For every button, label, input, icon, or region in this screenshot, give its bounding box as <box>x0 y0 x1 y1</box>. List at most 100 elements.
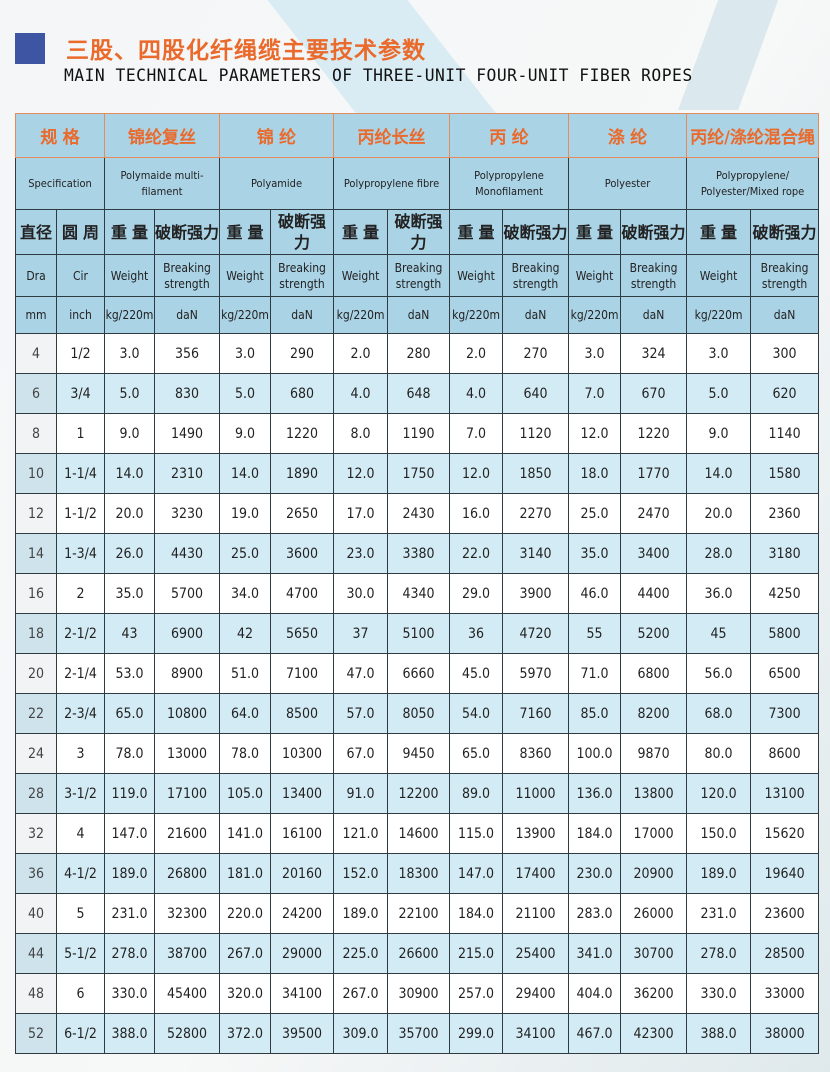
spec-header-cn: 规 格 <box>14 113 106 158</box>
breaking-strength-cell: 6800 <box>620 653 688 694</box>
breaking-strength-cell: 42300 <box>620 1013 688 1054</box>
weight-cell: 65.0 <box>449 733 504 774</box>
weight-cell: 120.0 <box>686 773 752 814</box>
weight-cell: 230.0 <box>568 853 622 894</box>
diameter-cell: 32 <box>15 813 57 854</box>
breaking-strength-cell: 21600 <box>154 813 221 854</box>
breaking-strength-cell: 17000 <box>620 813 688 854</box>
diameter-cell: 48 <box>15 973 57 1014</box>
material-header-en: Polypropylene fibre <box>333 157 451 210</box>
breaking-strength-cell: 2270 <box>502 493 570 534</box>
breaking-strength-cell: 9450 <box>387 733 451 774</box>
weight-cell: 29.0 <box>449 573 504 614</box>
weight-cell: 54.0 <box>449 693 504 734</box>
header-row: mm inch kg/220m daN kg/220m daN kg/220m daN kg/2… <box>15 296 820 334</box>
weight-cell: 65.0 <box>104 693 156 734</box>
breaking-strength-cell: 4430 <box>154 533 221 574</box>
circumference-cell: 2-1/2 <box>55 613 106 654</box>
breaking-strength-cell: 670 <box>620 373 688 414</box>
breaking-strength-cell: 29400 <box>502 973 570 1014</box>
weight-cell: 467.0 <box>568 1013 622 1054</box>
circumference-cell: 1/2 <box>55 333 106 374</box>
weight-cell: 30.0 <box>333 573 389 614</box>
weight-cell: 36 <box>449 613 504 654</box>
material-header-en: Polypropylene Monofilament <box>449 157 570 210</box>
circumference-cell: 1-3/4 <box>55 533 106 574</box>
breaking-strength-cell: 1120 <box>502 413 570 454</box>
breaking-strength-header-cn: 破断强力 <box>154 209 221 255</box>
circumference-cell: 3/4 <box>55 373 106 414</box>
table-row: 52 6-1/2 388.0 52800 372.0 39500 309.0 35700 299… <box>15 1013 820 1054</box>
weight-cell: 68.0 <box>686 693 752 734</box>
breaking-strength-header-en: Breaking strength <box>502 254 570 297</box>
weight-cell: 22.0 <box>449 533 504 574</box>
weight-cell: 45 <box>686 613 752 654</box>
weight-cell: 2.0 <box>333 333 389 374</box>
weight-cell: 78.0 <box>104 733 156 774</box>
weight-cell: 25.0 <box>219 533 272 574</box>
weight-cell: 67.0 <box>333 733 389 774</box>
weight-cell: 184.0 <box>449 893 504 934</box>
title-marker-square <box>15 33 45 64</box>
table-row: 22 2-3/4 65.0 10800 64.0 8500 57.0 8050 54.0 7160… <box>15 693 820 734</box>
breaking-strength-cell: 1750 <box>387 453 451 494</box>
weight-cell: 20.0 <box>686 493 752 534</box>
breaking-strength-cell: 26600 <box>387 933 451 974</box>
weight-cell: 55 <box>568 613 622 654</box>
weight-cell: 51.0 <box>219 653 272 694</box>
breaking-strength-cell: 2360 <box>750 493 820 534</box>
breaking-strength-cell: 1850 <box>502 453 570 494</box>
weight-cell: 267.0 <box>219 933 272 974</box>
weight-cell: 80.0 <box>686 733 752 774</box>
breaking-strength-cell: 21100 <box>502 893 570 934</box>
breaking-strength-cell: 39500 <box>270 1013 335 1054</box>
weight-cell: 45.0 <box>449 653 504 694</box>
diameter-cell: 44 <box>15 933 57 974</box>
diameter-cell: 4 <box>15 333 57 374</box>
breaking-strength-cell: 324 <box>620 333 688 374</box>
breaking-strength-cell: 8200 <box>620 693 688 734</box>
breaking-strength-cell: 290 <box>270 333 335 374</box>
weight-cell: 36.0 <box>686 573 752 614</box>
weight-cell: 3.0 <box>104 333 156 374</box>
breaking-strength-cell: 3400 <box>620 533 688 574</box>
weight-cell: 7.0 <box>568 373 622 414</box>
breaking-strength-cell: 5200 <box>620 613 688 654</box>
breaking-strength-cell: 8600 <box>750 733 820 774</box>
weight-header-en: Weight <box>449 254 504 297</box>
material-header-cn: 涤 纶 <box>568 113 688 158</box>
diameter-cell: 22 <box>15 693 57 734</box>
circumference-cell: 3-1/2 <box>55 773 106 814</box>
weight-cell: 267.0 <box>333 973 389 1014</box>
weight-cell: 189.0 <box>686 853 752 894</box>
weight-cell: 42 <box>219 613 272 654</box>
weight-cell: 91.0 <box>333 773 389 814</box>
weight-cell: 16.0 <box>449 493 504 534</box>
breaking-strength-header-en: Breaking strength <box>154 254 221 297</box>
weight-cell: 4.0 <box>333 373 389 414</box>
weight-cell: 341.0 <box>568 933 622 974</box>
page-title-english: MAIN TECHNICAL PARAMETERS OF THREE-UNIT … <box>64 66 693 86</box>
weight-cell: 220.0 <box>219 893 272 934</box>
table-row: 48 6 330.0 45400 320.0 34100 267.0 30900 257.0 29… <box>15 973 820 1014</box>
weight-cell: 34.0 <box>219 573 272 614</box>
breaking-strength-cell: 1220 <box>270 413 335 454</box>
diameter-cell: 14 <box>15 533 57 574</box>
circumference-cell: 6 <box>55 973 106 1014</box>
breaking-strength-cell: 30900 <box>387 973 451 1014</box>
weight-cell: 85.0 <box>568 693 622 734</box>
breaking-strength-cell: 2470 <box>620 493 688 534</box>
weight-cell: 231.0 <box>686 893 752 934</box>
circumference-cell: 5-1/2 <box>55 933 106 974</box>
breaking-strength-cell: 2310 <box>154 453 221 494</box>
breaking-strength-cell: 648 <box>387 373 451 414</box>
weight-header-en: Weight <box>333 254 389 297</box>
diameter-header-cn: 直径 <box>15 209 57 255</box>
weight-header-en: Weight <box>104 254 156 297</box>
breaking-strength-cell: 29000 <box>270 933 335 974</box>
weight-cell: 115.0 <box>449 813 504 854</box>
breaking-strength-header-en: Breaking strength <box>620 254 688 297</box>
breaking-strength-cell: 6900 <box>154 613 221 654</box>
weight-cell: 19.0 <box>219 493 272 534</box>
breaking-strength-cell: 18300 <box>387 853 451 894</box>
